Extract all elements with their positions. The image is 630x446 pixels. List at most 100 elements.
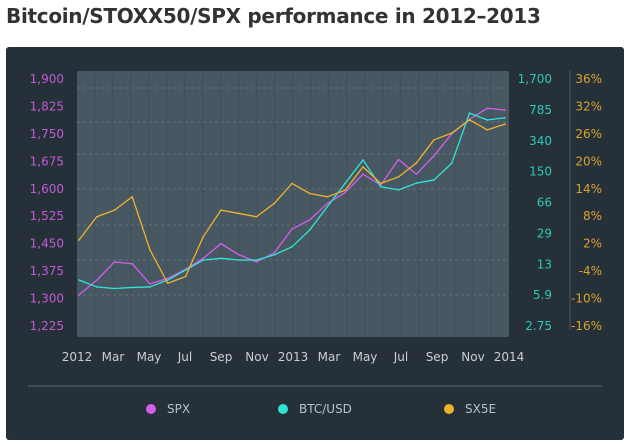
data-point	[397, 176, 400, 178]
legend-dot-icon	[444, 404, 454, 414]
data-point	[113, 261, 116, 263]
legend-label: BTC/USD	[299, 402, 352, 416]
x-tick-label: Sep	[426, 350, 449, 364]
data-point	[486, 119, 489, 121]
data-point	[308, 192, 311, 195]
data-point	[202, 259, 205, 261]
data-point	[184, 269, 187, 271]
x-tick-label: Mar	[318, 350, 341, 364]
legend-item-sx5e[interactable]: SX5E	[444, 402, 496, 416]
x-tick-label: 2013	[278, 350, 309, 364]
x-tick-label: 2012	[62, 350, 93, 364]
data-point	[504, 109, 506, 111]
y-tick-label-left: 1,900	[30, 72, 64, 86]
data-point	[362, 166, 364, 168]
data-point	[468, 119, 471, 121]
data-point	[78, 239, 80, 241]
data-point	[113, 209, 116, 211]
data-point	[149, 249, 151, 251]
y-tick-label-left: 1,750	[30, 127, 64, 141]
data-point	[220, 257, 222, 260]
y-tick-label-right1: 5.9	[533, 288, 552, 302]
data-point	[344, 191, 347, 194]
y-tick-label-right1: 1,700	[518, 72, 552, 86]
data-point	[326, 196, 329, 198]
data-point	[220, 242, 222, 245]
y-tick-label-right2: 8%	[583, 209, 602, 223]
data-point	[237, 212, 240, 215]
data-point	[326, 205, 329, 208]
data-point	[131, 196, 134, 198]
data-point	[273, 252, 276, 254]
y-tick-label-left: 1,225	[30, 319, 64, 333]
data-point	[237, 259, 240, 261]
x-tick-label: May	[137, 350, 162, 364]
y-tick-label-left: 1,375	[30, 264, 64, 278]
x-tick-label: Sep	[210, 350, 233, 364]
data-point	[95, 215, 98, 218]
data-point	[255, 215, 258, 218]
y-tick-label-right1: 340	[529, 134, 552, 148]
data-point	[113, 287, 116, 290]
x-tick-label: May	[353, 350, 378, 364]
y-tick-label-left: 1,675	[30, 154, 64, 168]
data-point	[397, 189, 400, 191]
data-point	[149, 286, 151, 288]
data-point	[255, 261, 258, 263]
data-point	[379, 182, 382, 185]
data-point	[78, 279, 80, 281]
data-point	[202, 257, 205, 260]
legend-item-spx[interactable]: SPX	[146, 402, 190, 416]
data-point	[433, 139, 435, 141]
legend-item-btc[interactable]: BTC/USD	[278, 402, 352, 416]
data-point	[504, 116, 506, 119]
data-point	[131, 286, 134, 289]
data-point	[308, 229, 311, 231]
data-point	[220, 209, 222, 211]
y-tick-label-left: 1,300	[30, 292, 64, 306]
data-point	[308, 219, 311, 221]
x-tick-label: Mar	[102, 350, 125, 364]
y-tick-label-right2: 26%	[575, 127, 602, 141]
data-point	[149, 283, 151, 285]
legend-dot-icon	[278, 404, 288, 414]
data-point	[166, 282, 169, 285]
y-tick-label-right2: -4%	[579, 264, 602, 278]
data-point	[326, 202, 329, 205]
y-tick-label-right1: 150	[529, 165, 552, 179]
x-tick-label: Nov	[461, 350, 484, 364]
y-tick-label-right2: 20%	[575, 154, 602, 168]
data-point	[415, 182, 418, 184]
data-point	[486, 129, 489, 131]
legend-label: SPX	[167, 402, 191, 416]
data-point	[95, 286, 98, 288]
y-tick-label-left: 1,450	[30, 237, 64, 251]
data-point	[166, 277, 169, 280]
data-point	[504, 123, 506, 125]
data-point	[362, 173, 364, 175]
y-tick-label-right2: -10%	[571, 292, 602, 306]
data-point	[433, 155, 435, 157]
y-tick-label-right1: 29	[537, 226, 552, 240]
data-point	[95, 279, 98, 282]
data-point	[184, 275, 187, 278]
data-point	[273, 202, 276, 205]
data-point	[291, 182, 293, 185]
chart-title: Bitcoin/STOXX50/SPX performance in 2012–…	[6, 4, 541, 28]
data-point	[131, 262, 134, 265]
y-tick-label-right1: 66	[537, 196, 552, 210]
data-point	[255, 259, 258, 261]
x-tick-label: Nov	[245, 350, 268, 364]
y-tick-label-right1: 2.75	[525, 319, 552, 333]
data-point	[379, 185, 382, 188]
x-tick-label: Jul	[393, 350, 408, 364]
data-point	[397, 158, 400, 161]
y-tick-label-right2: 14%	[575, 182, 602, 196]
data-point	[273, 254, 276, 256]
data-point	[78, 294, 80, 296]
y-tick-label-right2: 36%	[575, 72, 602, 86]
data-point	[237, 253, 240, 256]
data-point	[468, 112, 471, 114]
y-tick-label-right2: -16%	[571, 319, 602, 333]
